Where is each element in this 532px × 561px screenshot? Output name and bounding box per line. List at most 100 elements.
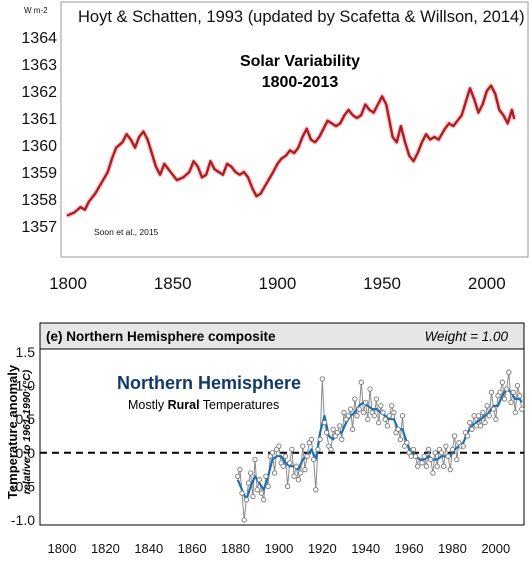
nh-data-point bbox=[445, 453, 451, 459]
nh-data-point bbox=[438, 450, 445, 456]
nh-data-point bbox=[473, 423, 479, 429]
nh-inset-title: Northern Hemisphere bbox=[117, 373, 301, 393]
nh-x-tick-label: 1920 bbox=[308, 541, 337, 556]
nh-data-point bbox=[432, 450, 438, 456]
nh-data-point bbox=[323, 429, 330, 436]
nh-y-tick-label: -1.0 bbox=[11, 512, 35, 528]
nh-chart: (e) Northern Hemisphere composite Weight… bbox=[5, 322, 525, 556]
nh-data-point bbox=[477, 423, 484, 429]
nh-data-point bbox=[497, 389, 503, 395]
nh-y-axis-sublabel: relative to 1961-1990 (°C) bbox=[21, 369, 33, 494]
nh-data-point bbox=[514, 382, 521, 389]
nh-x-tick-label: 1820 bbox=[91, 541, 120, 556]
nh-data-point bbox=[239, 490, 245, 496]
nh-data-point bbox=[363, 399, 369, 406]
nh-data-point bbox=[467, 419, 473, 426]
nh-data-point bbox=[501, 396, 508, 402]
nh-data-point bbox=[519, 406, 525, 412]
solar-y-tick-label: 1359 bbox=[21, 165, 57, 182]
nh-inset-subtitle-pre: Mostly bbox=[128, 398, 168, 412]
nh-data-point bbox=[243, 497, 250, 503]
nh-data-point bbox=[382, 416, 388, 422]
nh-data-point bbox=[341, 409, 347, 416]
solar-x-tick-labels: 1800 1850 1900 1950 2000 bbox=[49, 274, 506, 293]
solar-series-group bbox=[65, 83, 517, 218]
nh-y-tick-label: 1.0 bbox=[16, 378, 36, 394]
solar-plot-frame bbox=[60, 1, 529, 258]
nh-data-point bbox=[241, 517, 247, 523]
nh-data-point bbox=[404, 440, 410, 446]
nh-data-point bbox=[397, 436, 404, 443]
nh-data-point bbox=[289, 446, 295, 453]
nh-data-point bbox=[517, 393, 523, 399]
nh-data-point bbox=[454, 456, 460, 463]
nh-data-point bbox=[430, 470, 436, 476]
nh-data-point bbox=[328, 446, 334, 453]
nh-series-group bbox=[235, 369, 525, 523]
nh-data-point bbox=[308, 436, 315, 443]
nh-data-point bbox=[460, 443, 466, 449]
solar-y-tick-label: 1364 bbox=[21, 30, 57, 47]
nh-data-point bbox=[391, 409, 397, 416]
solar-x-tick-label: 1800 bbox=[49, 274, 87, 293]
solar-y-tick-label: 1360 bbox=[21, 138, 57, 155]
nh-data-point bbox=[421, 453, 427, 459]
nh-data-point bbox=[490, 406, 497, 412]
nh-data-point bbox=[319, 376, 325, 382]
nh-data-point bbox=[380, 409, 386, 416]
nh-data-point bbox=[265, 483, 271, 490]
nh-x-tick-label: 1880 bbox=[221, 541, 250, 556]
nh-data-point bbox=[506, 369, 512, 375]
nh-data-point bbox=[475, 413, 482, 419]
nh-x-tick-label: 1980 bbox=[438, 541, 467, 556]
solar-y-tick-label: 1362 bbox=[21, 84, 57, 101]
nh-data-point bbox=[330, 426, 336, 432]
nh-x-tick-label: 1860 bbox=[178, 541, 207, 556]
nh-weight-label: Weight = 1.00 bbox=[425, 329, 509, 344]
nh-data-point bbox=[245, 480, 252, 486]
nh-data-point bbox=[499, 379, 505, 385]
nh-data-point bbox=[282, 453, 289, 459]
nh-data-point bbox=[334, 429, 341, 436]
nh-data-point bbox=[486, 413, 492, 419]
nh-data-point bbox=[302, 466, 308, 473]
nh-data-point bbox=[252, 456, 258, 463]
nh-data-point bbox=[276, 443, 282, 449]
nh-data-point bbox=[250, 493, 256, 500]
nh-data-point bbox=[269, 450, 276, 456]
nh-y-tick-label: 0.5 bbox=[16, 411, 36, 427]
nh-data-point bbox=[287, 460, 293, 466]
nh-data-point bbox=[356, 406, 362, 412]
nh-data-point bbox=[284, 483, 291, 490]
nh-data-point bbox=[261, 497, 267, 503]
nh-data-point bbox=[300, 443, 306, 449]
nh-data-point bbox=[263, 473, 269, 479]
nh-x-tick-label: 1960 bbox=[395, 541, 424, 556]
nh-data-point bbox=[412, 453, 419, 459]
nh-data-point bbox=[360, 409, 367, 416]
nh-data-point bbox=[399, 413, 406, 419]
nh-data-point bbox=[349, 426, 356, 432]
nh-data-point bbox=[358, 379, 364, 385]
solar-y-tick-label: 1363 bbox=[21, 57, 57, 74]
nh-data-point bbox=[451, 433, 458, 439]
nh-plot-frame bbox=[39, 322, 525, 526]
nh-data-point bbox=[271, 470, 278, 476]
nh-x-tick-labels: 1800 1820 1840 1860 1880 1900 1920 1940 1960 1980… bbox=[48, 541, 511, 556]
nh-data-point bbox=[347, 406, 354, 412]
nh-data-point bbox=[512, 409, 518, 416]
nh-data-point bbox=[365, 416, 371, 422]
nh-data-point bbox=[376, 419, 382, 426]
nh-data-point bbox=[293, 463, 299, 469]
nh-data-point bbox=[423, 463, 430, 469]
nh-data-point bbox=[345, 413, 351, 419]
nh-data-point bbox=[443, 443, 449, 449]
nh-data-point bbox=[237, 466, 243, 473]
nh-data-point bbox=[384, 423, 391, 429]
nh-data-point bbox=[428, 456, 434, 463]
nh-data-point bbox=[488, 389, 495, 395]
nh-y-axis-label: Temperature anomaly bbox=[5, 364, 20, 499]
nh-x-tick-label: 1800 bbox=[48, 541, 77, 556]
solar-y-tick-label: 1357 bbox=[21, 219, 57, 236]
